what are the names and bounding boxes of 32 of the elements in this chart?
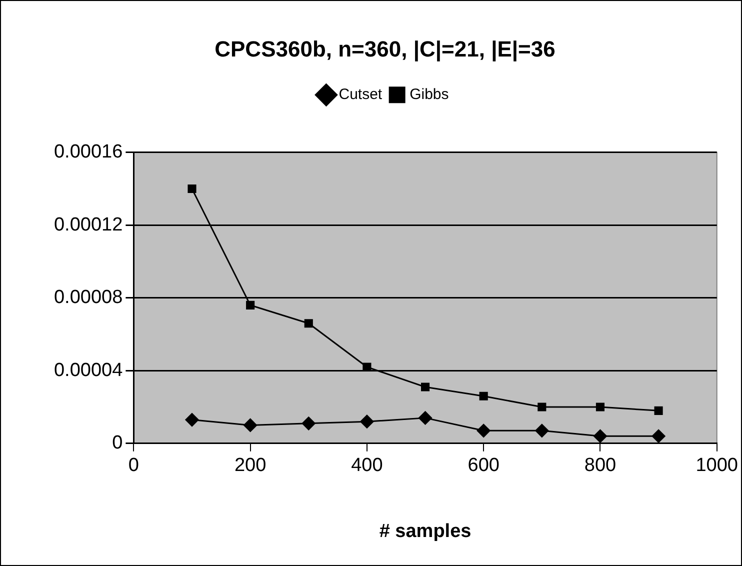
point	[418, 411, 432, 425]
y-tick-label: 0.00016	[54, 142, 123, 163]
x-tick-label: 0	[128, 455, 139, 476]
point	[479, 392, 488, 400]
x-tick-label: 1000	[696, 455, 738, 476]
point	[360, 414, 374, 428]
point	[535, 424, 549, 438]
x-tick-label: 400	[351, 455, 383, 476]
point	[654, 406, 663, 415]
y-tick-label: 0.00008	[54, 287, 123, 308]
point	[538, 402, 546, 412]
point	[652, 429, 666, 443]
chart-title: CPCS360b, n=360, |C|=21, |E|=36	[214, 36, 556, 62]
y-tick-label: 0.00012	[54, 214, 123, 236]
point	[304, 319, 313, 328]
y-tick-label: 0.00004	[54, 360, 124, 381]
legend-label: Cutset	[338, 86, 383, 104]
y-tick-label: 0	[112, 432, 123, 454]
point	[593, 429, 607, 443]
legend-label: Gibbs	[410, 86, 449, 104]
x-tick-label: 200	[234, 455, 266, 476]
x-tick-label: 800	[584, 455, 616, 476]
point	[476, 424, 490, 438]
point	[185, 413, 199, 427]
point	[188, 184, 196, 194]
x-tick-label: 600	[468, 455, 500, 476]
point	[246, 300, 255, 310]
point	[244, 418, 258, 432]
point	[420, 382, 430, 392]
x-axis-title: # samples	[379, 520, 472, 542]
point	[596, 402, 605, 412]
point	[302, 416, 316, 430]
